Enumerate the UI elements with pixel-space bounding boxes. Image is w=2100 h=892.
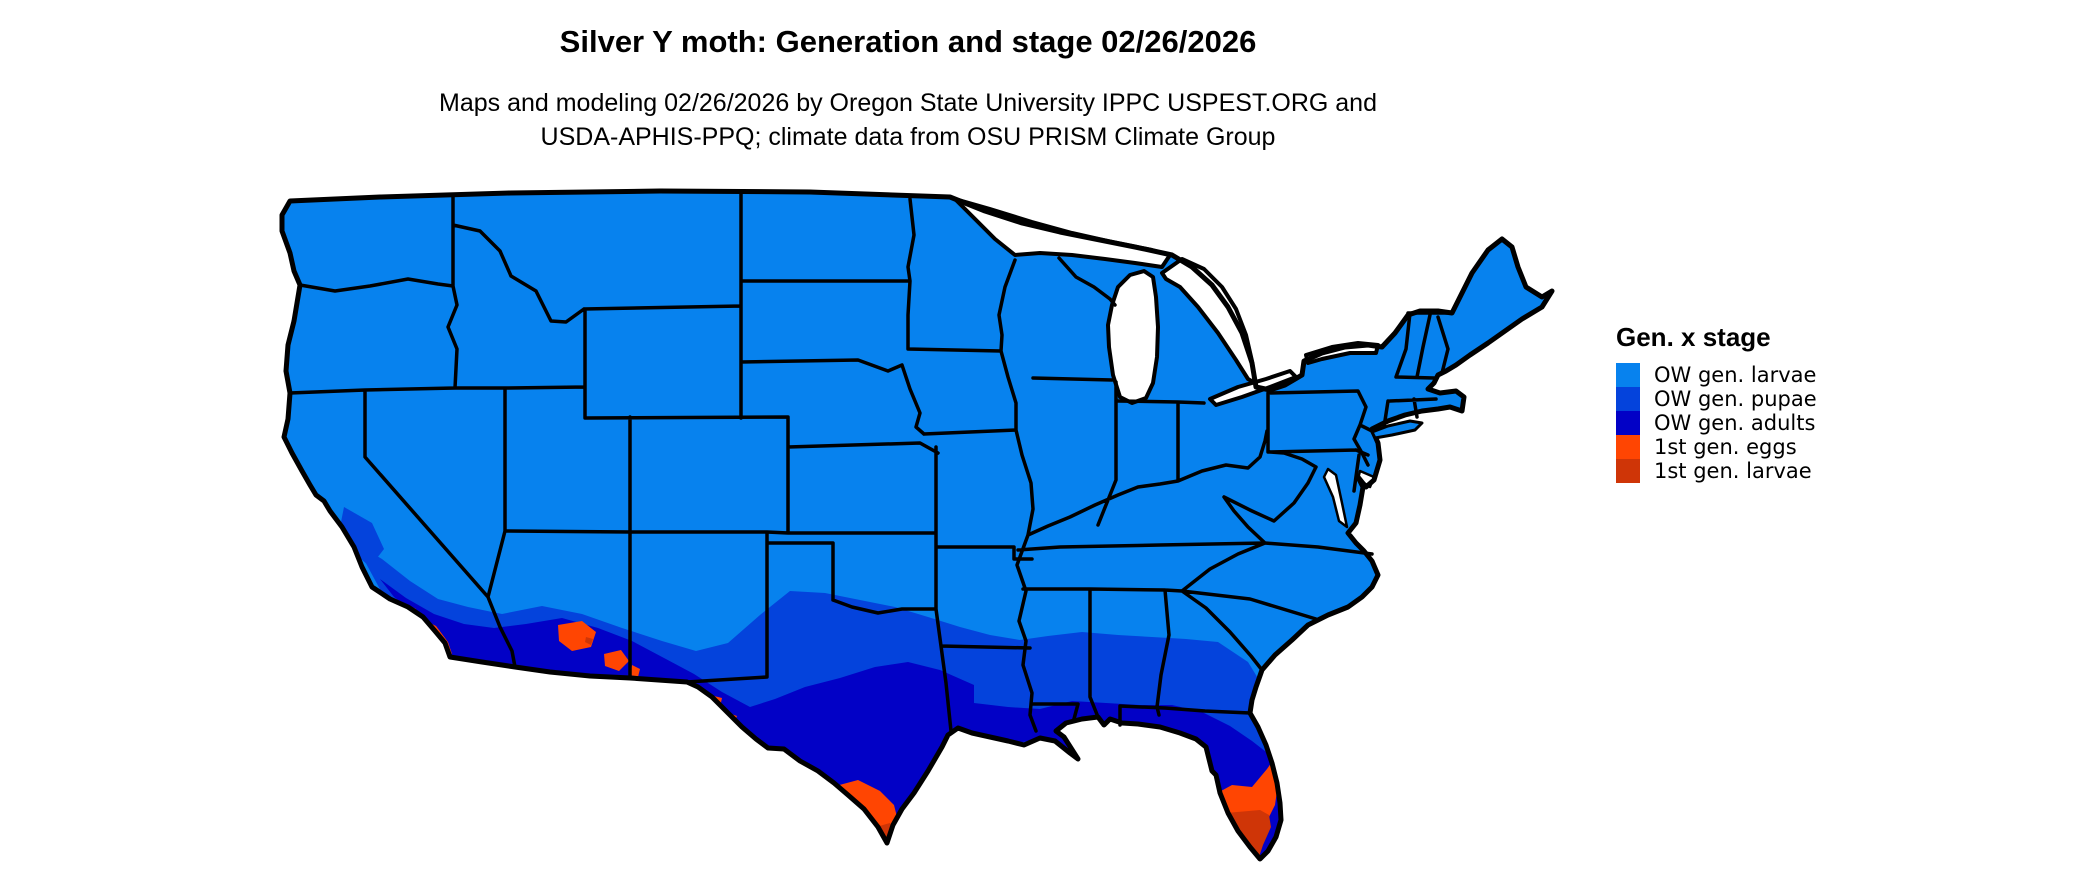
- subtitle-line-2: USDA-APHIS-PPQ; climate data from OSU PR…: [540, 123, 1276, 151]
- legend-label: OW gen. larvae: [1654, 363, 1817, 387]
- swatch-1st-eggs: [1616, 435, 1640, 459]
- chesapeake-bay: [1322, 467, 1349, 529]
- swatch-ow-larvae: [1616, 363, 1640, 387]
- legend-title: Gen. x stage: [1616, 322, 1771, 352]
- legend: Gen. x stage OW gen. larvae OW gen. pupa…: [1616, 322, 1817, 483]
- map-subtitle: Maps and modeling 02/26/2026 by Oregon S…: [0, 86, 1816, 154]
- us-stage-map: [260, 135, 1560, 885]
- legend-label: OW gen. adults: [1654, 411, 1816, 435]
- swatch-ow-pupae: [1616, 387, 1640, 411]
- legend-label: OW gen. pupae: [1654, 387, 1817, 411]
- subtitle-line-1: Maps and modeling 02/26/2026 by Oregon S…: [439, 89, 1377, 117]
- legend-label: 1st gen. larvae: [1654, 459, 1812, 483]
- lake-michigan: [1106, 269, 1160, 405]
- swatch-ow-adults: [1616, 411, 1640, 435]
- us-outline: [279, 188, 1555, 862]
- us-map-svg: [279, 188, 1555, 862]
- legend-item-ow-larvae: OW gen. larvae: [1616, 363, 1817, 387]
- legend-item-1st-eggs: 1st gen. eggs: [1616, 435, 1817, 459]
- map-title: Silver Y moth: Generation and stage 02/2…: [559, 24, 1257, 59]
- legend-item-ow-adults: OW gen. adults: [1616, 411, 1817, 435]
- legend-item-1st-larvae: 1st gen. larvae: [1616, 459, 1817, 483]
- legend-label: 1st gen. eggs: [1654, 435, 1797, 459]
- band-ow-adults: [380, 579, 1281, 859]
- swatch-1st-larvae: [1616, 459, 1640, 483]
- band-ow-pupae: [340, 507, 1282, 859]
- legend-item-ow-pupae: OW gen. pupae: [1616, 387, 1817, 411]
- long-island: [1370, 419, 1424, 440]
- state-borders: [288, 191, 1454, 733]
